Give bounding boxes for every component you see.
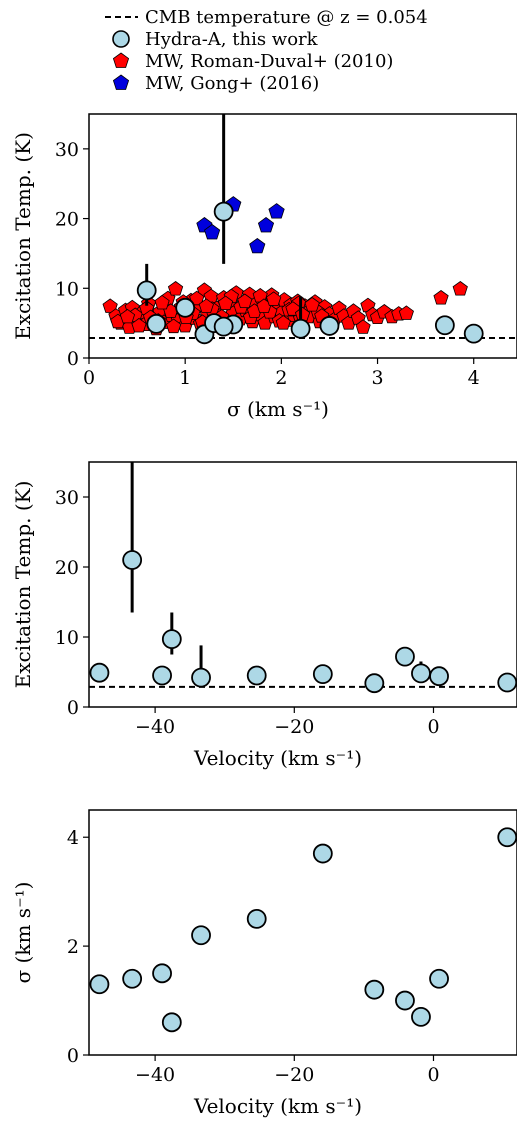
- hydra-point: [246, 665, 267, 686]
- y-tick-label: 0: [67, 1045, 79, 1067]
- hydra-point: [497, 827, 517, 848]
- axes-frame: [88, 809, 517, 1056]
- x-tick-label: 0: [427, 1064, 439, 1086]
- hydra-point: [89, 662, 110, 683]
- panel-tex-vs-velocity: −40 −20 0 0 10 20 30 Velocity (km s⁻¹) Excitatio…: [11, 461, 517, 770]
- hydra-point: [463, 323, 484, 344]
- hydra-point: [122, 968, 143, 989]
- axes-frame: [88, 113, 517, 359]
- hydra-point: [213, 316, 234, 337]
- hydra-point: [191, 925, 211, 946]
- y-tick-label: 30: [55, 139, 79, 161]
- y-axis-label: σ (km s⁻¹): [11, 882, 35, 984]
- y-axis-label: Excitation Temp. (K): [11, 481, 35, 689]
- y-tick-label: 10: [55, 627, 79, 649]
- legend-gong-marker: [112, 74, 130, 90]
- roman-duval-point: [189, 290, 205, 306]
- hydra-point: [312, 843, 333, 864]
- roman-duval-point: [398, 305, 414, 320]
- hydra-point: [175, 297, 196, 318]
- roman-duval-point: [237, 293, 253, 309]
- hydra-point: [246, 908, 267, 929]
- hydra-point: [161, 1012, 182, 1033]
- hydra-point: [290, 318, 311, 339]
- roman-duval-point: [433, 290, 449, 305]
- y-tick-label: 0: [67, 697, 79, 719]
- x-tick-label: −20: [274, 716, 314, 738]
- panel-sigma-vs-velocity: −40 −20 0 0 2 4 Velocity (km s⁻¹) σ (km s⁻¹): [11, 809, 517, 1118]
- x-tick-label: 0: [83, 367, 95, 389]
- x-tick-label: 0: [427, 716, 439, 738]
- x-tick-label: 2: [275, 367, 287, 389]
- hydra-point: [395, 646, 415, 667]
- hydra-point: [319, 316, 340, 336]
- hydra-point: [434, 315, 455, 336]
- roman-duval-point: [304, 297, 320, 312]
- x-tick-label: −40: [135, 1064, 175, 1086]
- y-tick-label: 20: [55, 209, 79, 231]
- gong-point: [249, 238, 266, 254]
- x-axis-label: Velocity (km s⁻¹): [193, 1094, 362, 1118]
- legend-cmb-label: CMB temperature @ z = 0.054: [145, 7, 428, 28]
- roman-duval-point: [266, 291, 282, 306]
- panel-tex-vs-sigma: 0 1 2 3 4 0 10 20 30 σ (km s⁻¹) Excitation Temp. (…: [11, 113, 517, 421]
- roman-duval-point: [355, 319, 371, 334]
- gong-point: [257, 217, 275, 233]
- hydra-point: [152, 665, 172, 686]
- x-tick-label: 4: [468, 367, 480, 389]
- legend: CMB temperature @ z = 0.054 Hydra-A, thi…: [105, 7, 428, 94]
- roman-duval-point: [131, 317, 147, 333]
- roman-duval-point: [119, 308, 136, 324]
- hydra-point: [312, 664, 333, 684]
- x-tick-label: −20: [274, 1064, 314, 1086]
- legend-hydra-label: Hydra-A, this work: [145, 29, 319, 50]
- y-tick-label: 4: [67, 827, 79, 849]
- hydra-point: [364, 979, 385, 1000]
- legend-hydra-marker: [112, 30, 130, 48]
- gong-point: [204, 224, 221, 240]
- x-tick-label: 1: [179, 367, 191, 389]
- y-tick-label: 2: [67, 936, 79, 958]
- hydra-point: [364, 673, 385, 694]
- axes-frame: [88, 461, 517, 708]
- y-tick-label: 20: [55, 557, 79, 579]
- hydra-point: [395, 990, 415, 1011]
- plot-area: [89, 114, 517, 345]
- hydra-point: [122, 550, 143, 570]
- legend-roman-duval-marker: [112, 52, 130, 68]
- y-tick-label: 0: [67, 348, 79, 370]
- gong-point: [268, 203, 285, 219]
- x-tick-label: 3: [371, 367, 383, 389]
- legend-roman-duval-label: MW, Roman-Duval+ (2010): [145, 51, 393, 72]
- hydra-point: [429, 666, 449, 687]
- plot-area: [89, 827, 517, 1033]
- hydra-point: [161, 629, 182, 649]
- hydra-point: [152, 963, 172, 984]
- y-tick-label: 10: [55, 278, 79, 300]
- plot-area: [89, 462, 517, 694]
- roman-duval-point: [166, 318, 182, 334]
- hydra-point: [411, 663, 431, 684]
- roman-duval-point: [217, 295, 234, 311]
- x-axis-label: σ (km s⁻¹): [227, 397, 329, 421]
- hydra-point: [89, 974, 110, 995]
- hydra-point: [191, 667, 211, 688]
- hydra-point: [429, 968, 449, 989]
- hydra-point: [136, 280, 157, 301]
- y-tick-label: 30: [55, 487, 79, 509]
- roman-duval-point: [167, 281, 184, 296]
- hydra-point: [213, 201, 234, 222]
- x-tick-label: −40: [135, 716, 175, 738]
- roman-duval-point: [275, 315, 291, 330]
- roman-duval-point: [452, 281, 468, 296]
- x-axis-label: Velocity (km s⁻¹): [193, 746, 362, 770]
- roman-duval-point: [198, 298, 214, 313]
- legend-gong-label: MW, Gong+ (2016): [145, 73, 319, 94]
- roman-duval-point: [154, 294, 170, 310]
- hydra-point: [497, 672, 517, 693]
- hydra-point: [411, 1006, 431, 1027]
- y-axis-label: Excitation Temp. (K): [11, 132, 35, 340]
- hydra-point: [146, 313, 167, 334]
